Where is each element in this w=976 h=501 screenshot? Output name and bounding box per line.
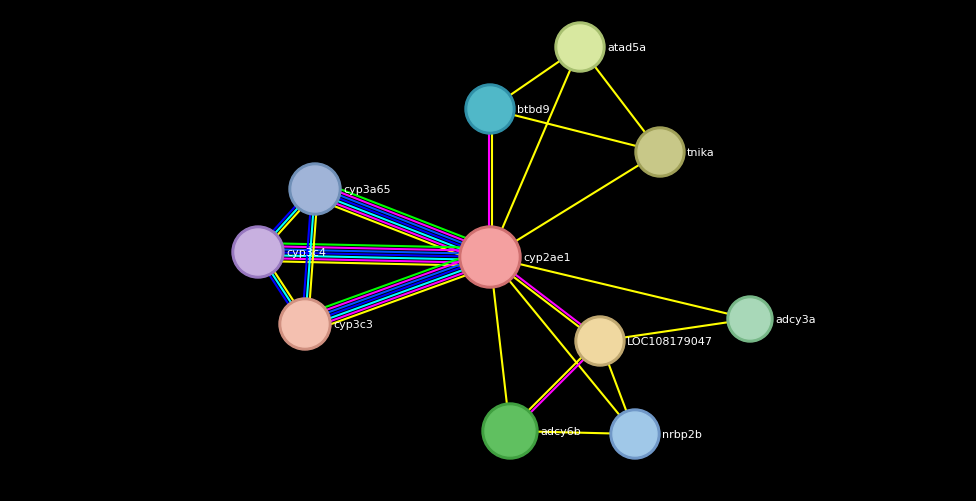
Circle shape	[727, 297, 773, 342]
Text: tnika: tnika	[687, 148, 714, 158]
Text: btbd9: btbd9	[517, 105, 549, 115]
Text: cyp3c3: cyp3c3	[333, 319, 373, 329]
Circle shape	[235, 229, 281, 276]
Text: cyp2ae1: cyp2ae1	[523, 253, 571, 263]
Text: nrbp2b: nrbp2b	[662, 429, 702, 439]
Text: atad5a: atad5a	[607, 43, 646, 53]
Circle shape	[459, 226, 521, 289]
Circle shape	[282, 302, 328, 347]
Text: cyp3a65: cyp3a65	[343, 185, 390, 194]
Circle shape	[578, 319, 622, 363]
Circle shape	[279, 299, 331, 350]
Circle shape	[485, 406, 535, 456]
Text: cyp3c4: cyp3c4	[286, 247, 326, 258]
Circle shape	[638, 131, 682, 175]
Circle shape	[292, 167, 338, 212]
Circle shape	[558, 26, 602, 70]
Text: LOC108179047: LOC108179047	[627, 336, 713, 346]
Circle shape	[289, 164, 341, 215]
Circle shape	[462, 229, 518, 286]
Circle shape	[730, 300, 770, 339]
Circle shape	[232, 226, 284, 279]
Circle shape	[555, 23, 605, 73]
Circle shape	[468, 88, 512, 132]
Circle shape	[482, 403, 538, 459]
Circle shape	[465, 85, 515, 135]
Circle shape	[635, 128, 685, 178]
Text: adcy3a: adcy3a	[775, 314, 816, 324]
Text: adcy6b: adcy6b	[540, 426, 581, 436]
Circle shape	[613, 412, 657, 456]
Circle shape	[575, 316, 625, 366]
Circle shape	[610, 409, 660, 459]
